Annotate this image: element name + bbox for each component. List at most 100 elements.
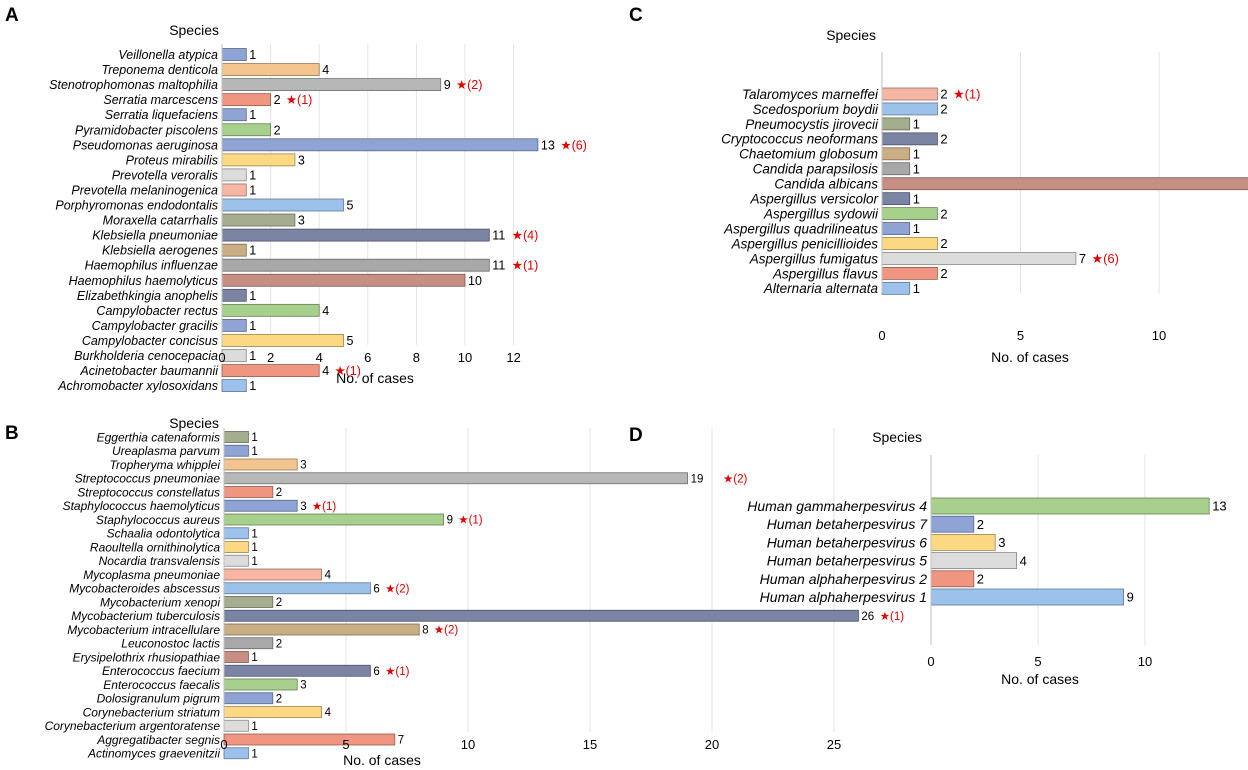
value-label: 2 (940, 132, 947, 147)
bar (221, 123, 271, 137)
bar (221, 198, 344, 212)
value-label: 11 (492, 229, 505, 243)
significance-annotation: ★(2) (385, 583, 410, 595)
value-label: 2 (274, 93, 281, 107)
x-tick-label: 10 (1152, 328, 1166, 343)
value-label: 1 (913, 117, 920, 132)
bar (881, 266, 938, 280)
bar (223, 609, 859, 622)
category-label: Human betaherpesvirus 7 (767, 516, 929, 532)
value-label: 4 (1020, 553, 1027, 568)
category-label: Corynebacterium striatum (83, 705, 220, 719)
x-axis-label: No. of cases (1001, 671, 1079, 687)
category-label: Aspergillus flavus (772, 266, 878, 281)
bar (930, 515, 975, 533)
species-header: Species (169, 415, 219, 431)
bar (221, 153, 296, 167)
value-label: 2 (940, 266, 947, 281)
value-label: 3 (300, 460, 306, 472)
bar (221, 318, 247, 332)
category-label: Human alphaherpesvirus 2 (760, 571, 928, 587)
bar (881, 192, 911, 206)
value-label: 5 (347, 199, 354, 213)
x-tick-label: 12 (506, 350, 520, 365)
bar (223, 444, 249, 457)
gridlines (1037, 455, 1146, 645)
x-tick-label: 25 (827, 737, 841, 752)
category-label: Nocardia transvalensis (99, 554, 220, 568)
value-label: 3 (298, 214, 305, 228)
x-tick-label: 5 (1017, 328, 1024, 343)
bar (223, 541, 249, 553)
bar (881, 177, 1248, 191)
value-label: 2 (940, 236, 947, 251)
category-label: Klebsiella pneumoniae (92, 229, 218, 243)
bar (223, 678, 298, 691)
category-label: Tropheryma whipplei (110, 458, 221, 472)
significance-annotation: ★(1) (953, 87, 981, 102)
value-label: 2 (276, 597, 282, 609)
species-header: Species (169, 22, 219, 38)
species-header: Species (826, 27, 876, 43)
bar (881, 162, 911, 176)
category-label: Enterococcus faecium (102, 664, 220, 678)
bar (221, 63, 320, 76)
category-label: Human gammaherpesvirus 4 (747, 498, 927, 514)
bar (881, 87, 938, 101)
category-label: Achromobacter xylosoxidans (57, 379, 218, 393)
bar (221, 349, 247, 362)
value-label: 7 (1079, 251, 1086, 266)
bar (223, 458, 298, 471)
category-label: Human betaherpesvirus 5 (767, 553, 928, 569)
category-label: Klebsiella aerogenes (102, 244, 218, 258)
category-label: Burkholderia cenocepacia (74, 349, 218, 363)
value-label: 26 (861, 611, 874, 623)
bar (930, 497, 1210, 515)
category-label: Schaalia odontolytica (107, 527, 221, 541)
category-label: Porphyromonas endodontalis (55, 199, 218, 213)
value-label: 1 (249, 108, 256, 122)
significance-annotation: ★(1) (512, 259, 538, 273)
bar (881, 281, 911, 295)
x-tick-label: 20 (705, 737, 719, 752)
category-label: Chaetomium globosum (739, 147, 878, 162)
value-label: 1 (251, 721, 257, 733)
value-label: 1 (249, 379, 256, 393)
category-label: Proteus mirabilis (126, 153, 218, 167)
value-label: 9 (447, 515, 453, 527)
x-tick-label: 0 (878, 328, 885, 343)
x-tick-label: 8 (413, 350, 420, 365)
value-label: 1 (913, 281, 920, 296)
bar (221, 379, 247, 393)
x-tick-label: 0 (218, 350, 225, 365)
bar (223, 651, 249, 663)
category-label: Leuconostoc lactis (121, 637, 220, 651)
category-label: Candida albicans (774, 177, 878, 192)
category-label: Dolosigranulum pigrum (97, 692, 220, 706)
bar (223, 431, 249, 443)
bar (930, 534, 996, 551)
value-label: 5 (347, 334, 354, 348)
x-tick-label: 0 (927, 654, 934, 669)
x-tick-label: 10 (458, 350, 472, 365)
bar (223, 637, 274, 650)
value-label: 1 (251, 748, 257, 760)
x-tick-label: 10 (461, 737, 475, 752)
category-label: Acinetobacter baumannii (79, 364, 219, 378)
value-label: 3 (998, 535, 1005, 550)
value-label: 1 (913, 191, 920, 206)
species-header: Species (872, 429, 922, 445)
x-axis-label: No. of cases (336, 370, 414, 386)
value-label: 1 (249, 244, 256, 258)
bar (221, 183, 247, 197)
bar (881, 252, 1077, 265)
value-label: 1 (249, 319, 256, 333)
category-label: Aspergillus penicillioides (731, 236, 879, 251)
bar (221, 334, 344, 347)
value-label: 1 (251, 542, 257, 554)
category-label: Ureaplasma parvum (112, 444, 220, 458)
category-label: Human alphaherpesvirus 1 (760, 589, 927, 605)
significance-annotation: ★(1) (334, 364, 360, 378)
category-label: Alternaria alternata (763, 281, 879, 296)
bar (221, 273, 466, 287)
